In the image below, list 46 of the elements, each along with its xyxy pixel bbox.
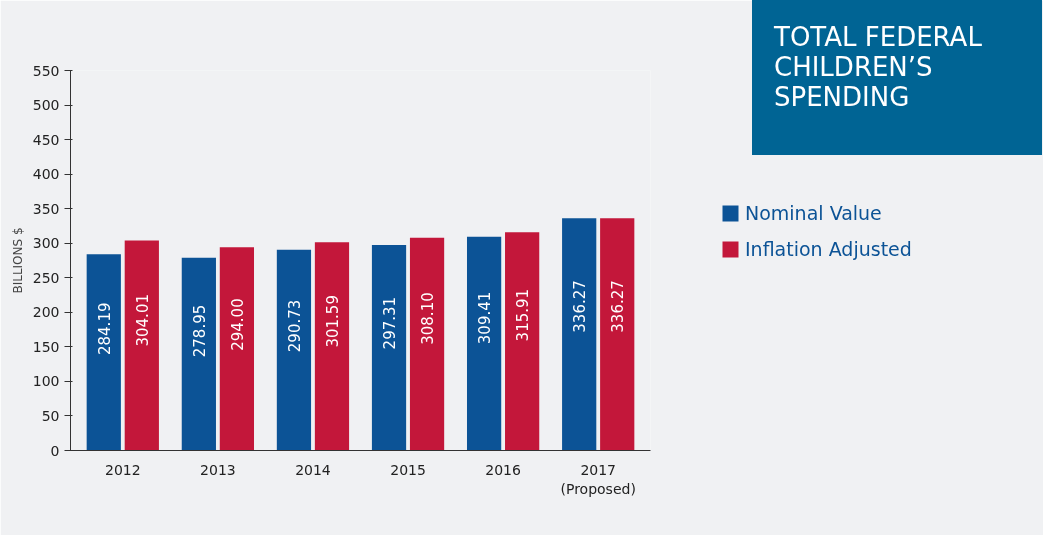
- legend-label: Inflation Adjusted: [745, 238, 912, 260]
- data-label: 278.95: [190, 304, 209, 358]
- x-tick-label: 2014: [295, 461, 331, 478]
- y-tick-label: 450: [32, 131, 60, 148]
- bar: [505, 232, 540, 451]
- bar: [181, 257, 216, 451]
- bar: [314, 242, 350, 451]
- data-label: 315.91: [514, 288, 533, 342]
- data-label: 336.27: [609, 280, 628, 333]
- data-label: 336.27: [571, 280, 590, 333]
- y-tick-label: 200: [32, 304, 60, 321]
- bar: [466, 236, 502, 451]
- y-tick-label: 350: [32, 200, 60, 217]
- y-tick-label: 400: [32, 166, 60, 183]
- data-label: 290.73: [285, 299, 304, 353]
- data-label: 284.19: [95, 302, 114, 356]
- y-tick-label: 300: [32, 235, 60, 252]
- data-label: 304.01: [133, 294, 152, 347]
- x-tick-label: 2015: [390, 461, 426, 478]
- y-tick-label: 250: [32, 269, 60, 286]
- y-tick-label: 0: [50, 442, 60, 459]
- y-tick-label: 550: [32, 62, 60, 79]
- legend-label: Nominal Value: [745, 202, 882, 224]
- y-tick-label: 150: [32, 338, 60, 355]
- data-label: 294.00: [228, 298, 247, 351]
- bar: [600, 218, 635, 451]
- data-label: 301.59: [323, 295, 342, 348]
- bar: [86, 254, 121, 451]
- y-tick-label: 50: [41, 407, 60, 424]
- data-label: 308.10: [419, 292, 438, 345]
- text: TOTAL FEDERAL CHILDREN’S SPENDING: [774, 22, 982, 113]
- y-axis-title: BILLIONS $: [10, 227, 25, 294]
- x-tick-label: 2016: [485, 461, 522, 478]
- x-tick-label: 2017 (Proposed): [560, 461, 636, 497]
- bar: [562, 218, 597, 451]
- bar: [276, 249, 312, 451]
- y-tick-label: 500: [32, 97, 60, 114]
- x-tick-label: 2012: [104, 461, 141, 478]
- data-label: 297.31: [381, 296, 400, 350]
- bar: [219, 247, 255, 451]
- x-tick-label: 2013: [200, 461, 236, 478]
- y-tick-label: 100: [32, 373, 60, 390]
- data-label: 309.41: [476, 291, 495, 345]
- bar: [371, 245, 407, 451]
- bar: [409, 237, 445, 451]
- bar: [124, 240, 159, 451]
